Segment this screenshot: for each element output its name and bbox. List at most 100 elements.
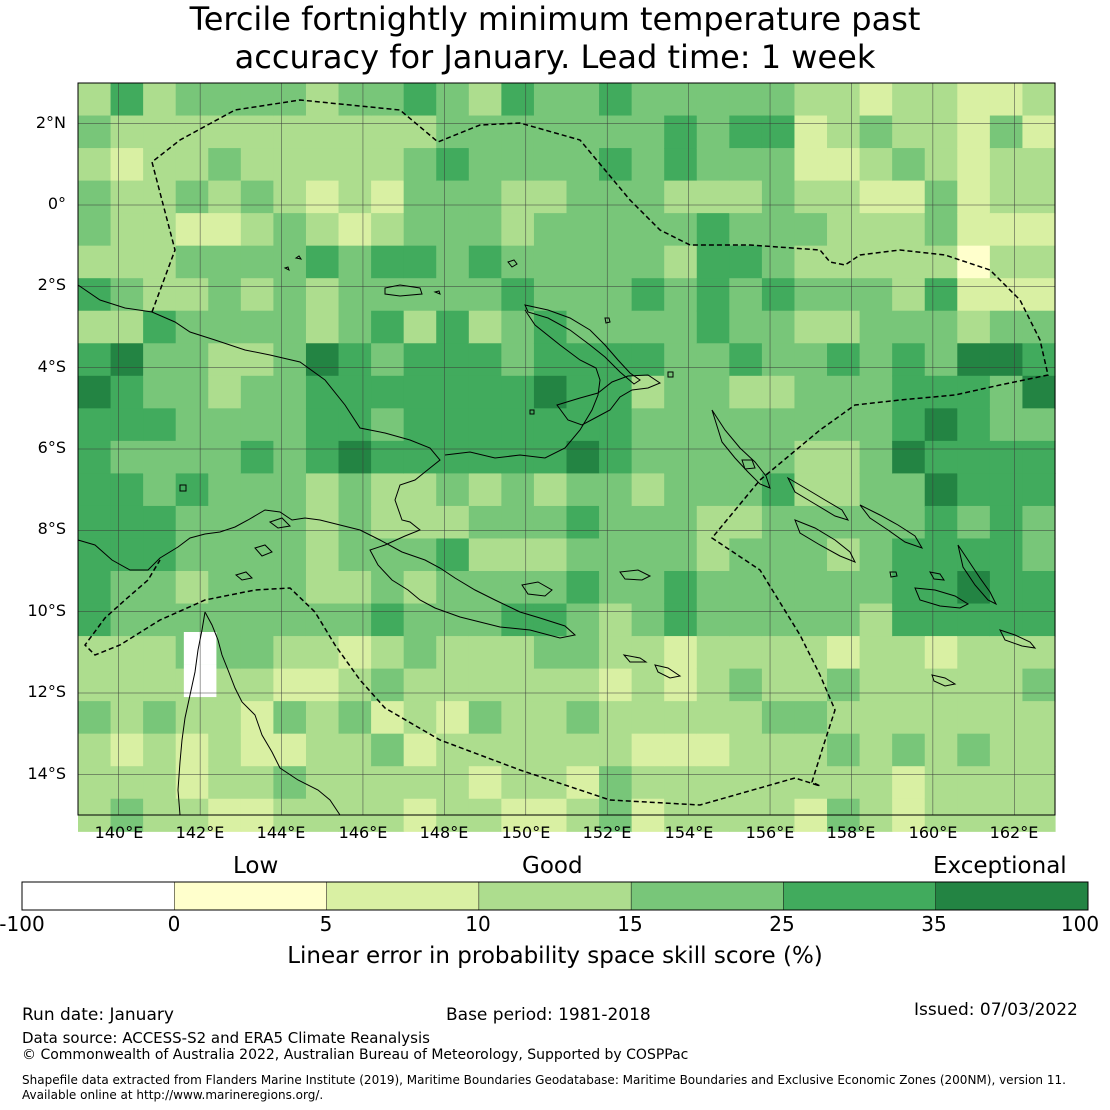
skill-cell xyxy=(989,733,1024,767)
skill-cell xyxy=(175,440,209,474)
skill-cell xyxy=(827,733,861,767)
skill-cell xyxy=(631,603,665,637)
skill-cell xyxy=(729,473,763,507)
skill-cell xyxy=(273,278,307,312)
skill-cell xyxy=(208,440,242,474)
skill-cell xyxy=(566,148,600,182)
skill-cell xyxy=(175,375,209,409)
skill-cell xyxy=(468,668,502,702)
skill-cell xyxy=(631,505,665,540)
skill-cell xyxy=(436,733,470,767)
skill-cell xyxy=(696,766,730,800)
skill-cell xyxy=(1022,408,1056,442)
skill-cell xyxy=(273,668,307,702)
skill-cell xyxy=(78,375,112,409)
skill-cell xyxy=(859,766,893,800)
skill-cell xyxy=(240,668,274,702)
skill-cell xyxy=(827,668,861,702)
x-tick-142e: 142°E xyxy=(175,823,225,842)
skill-cell xyxy=(240,375,274,409)
skill-cell xyxy=(208,538,242,572)
skill-cell xyxy=(175,83,209,117)
colorbar xyxy=(21,881,1089,911)
skill-cell xyxy=(631,148,665,182)
skill-cell xyxy=(794,603,828,637)
skill-cell xyxy=(403,571,437,605)
skill-cell xyxy=(957,148,991,182)
skill-cell xyxy=(924,440,958,474)
skill-cell xyxy=(729,733,763,767)
skill-cell xyxy=(664,83,698,117)
skill-cell xyxy=(110,733,144,767)
skill-cell xyxy=(533,245,568,279)
skill-cell xyxy=(957,571,991,605)
skill-cell xyxy=(892,115,926,149)
skill-cell xyxy=(761,310,796,344)
coastline-santa-isabel xyxy=(859,504,924,549)
skill-cell xyxy=(696,245,730,279)
skill-cell xyxy=(371,408,405,442)
title-line-1: Tercile fortnightly minimum temperature … xyxy=(189,0,921,38)
skill-cell xyxy=(631,440,665,474)
skill-cell xyxy=(78,766,112,800)
skill-cell xyxy=(989,505,1024,540)
skill-cell xyxy=(794,668,828,702)
skill-cell xyxy=(957,636,991,670)
coastline-guadalcanal xyxy=(914,587,970,609)
skill-cell xyxy=(957,310,991,344)
coastline-choiseul xyxy=(786,476,850,521)
skill-cell xyxy=(664,148,698,182)
skill-cell xyxy=(566,440,600,474)
skill-cell xyxy=(468,213,502,247)
skill-cell xyxy=(827,766,861,800)
map-frame xyxy=(77,82,1056,816)
x-tick-144e: 144°E xyxy=(256,823,306,842)
skill-cell xyxy=(892,603,926,637)
skill-cell xyxy=(696,636,730,670)
skill-cell xyxy=(110,245,144,279)
skill-cell xyxy=(859,538,893,572)
skill-cell xyxy=(403,375,437,409)
skill-cell xyxy=(110,278,144,312)
skill-cell xyxy=(533,636,568,670)
skill-cell xyxy=(273,766,307,800)
skill-cell xyxy=(338,115,372,149)
skill-cell xyxy=(338,733,372,767)
skill-cell xyxy=(957,180,991,214)
skill-cell xyxy=(110,408,144,442)
skill-cell xyxy=(664,278,698,312)
skill-cell xyxy=(468,278,502,312)
skill-cell xyxy=(436,213,470,247)
skill-cell xyxy=(599,571,633,605)
skill-cell xyxy=(305,603,340,637)
skill-cell xyxy=(892,473,926,507)
skill-cell xyxy=(143,571,177,605)
skill-cell xyxy=(403,310,437,344)
skill-cell xyxy=(403,408,437,442)
skill-cell xyxy=(1022,180,1056,214)
skill-cell xyxy=(892,766,926,800)
coastline-new-georgia xyxy=(794,519,857,563)
title-line-2: accuracy for January. Lead time: 1 week xyxy=(234,38,876,76)
skill-cell xyxy=(989,668,1024,702)
skill-cell xyxy=(631,766,665,800)
skill-cell xyxy=(827,505,861,540)
skill-cell xyxy=(533,505,568,540)
skill-cell xyxy=(957,375,991,409)
skill-cell xyxy=(501,668,535,702)
skill-cell xyxy=(501,310,535,344)
skill-cell xyxy=(240,440,274,474)
skill-cell xyxy=(110,115,144,149)
skill-cell xyxy=(729,505,763,540)
skill-cell xyxy=(338,213,372,247)
skill-cell xyxy=(143,505,177,540)
skill-cell xyxy=(371,571,405,605)
skill-cell xyxy=(761,213,796,247)
skill-cell xyxy=(240,505,274,540)
skill-cell xyxy=(110,343,144,377)
skill-cell xyxy=(273,408,307,442)
skill-cell xyxy=(957,505,991,540)
skill-cell xyxy=(501,473,535,507)
skill-cell xyxy=(859,343,893,377)
skill-cell xyxy=(436,440,470,474)
